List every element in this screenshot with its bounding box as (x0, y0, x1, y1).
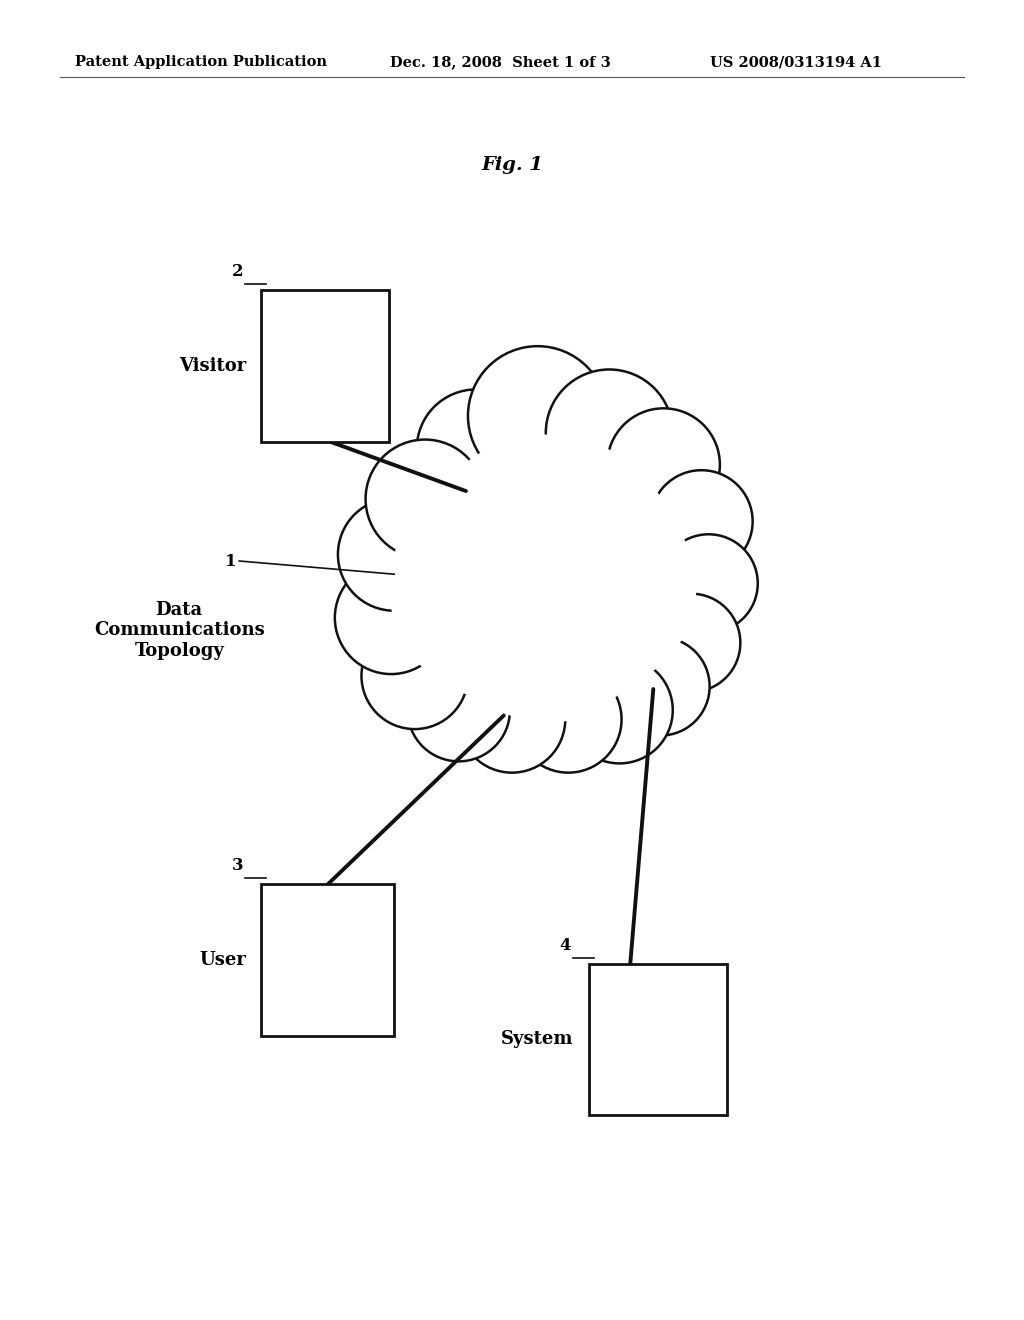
Text: Visitor: Visitor (179, 358, 246, 375)
Bar (261, 884, 394, 1036)
Text: System: System (502, 1031, 573, 1048)
Text: Data
Communications
Topology: Data Communications Topology (94, 601, 264, 660)
Circle shape (366, 440, 484, 558)
Circle shape (515, 667, 622, 772)
Circle shape (659, 535, 758, 632)
Circle shape (415, 434, 681, 701)
Text: Patent Application Publication: Patent Application Publication (75, 55, 327, 69)
Circle shape (335, 561, 447, 675)
Circle shape (492, 484, 696, 690)
Circle shape (611, 638, 710, 735)
Circle shape (650, 470, 753, 573)
Circle shape (546, 370, 673, 496)
Text: 1: 1 (225, 553, 237, 569)
Circle shape (361, 623, 468, 729)
Circle shape (417, 389, 536, 508)
Circle shape (389, 475, 614, 700)
Text: Dec. 18, 2008  Sheet 1 of 3: Dec. 18, 2008 Sheet 1 of 3 (390, 55, 610, 69)
Circle shape (468, 346, 607, 486)
Text: US 2008/0313194 A1: US 2008/0313194 A1 (710, 55, 882, 69)
Circle shape (642, 594, 740, 692)
Circle shape (408, 659, 510, 762)
Circle shape (607, 408, 720, 521)
Circle shape (459, 667, 565, 772)
Circle shape (338, 498, 451, 611)
Bar (261, 290, 389, 442)
Circle shape (445, 517, 650, 723)
Text: User: User (200, 952, 246, 969)
Circle shape (566, 657, 673, 763)
Text: 2: 2 (231, 264, 243, 280)
Text: Fig. 1: Fig. 1 (481, 156, 543, 174)
Circle shape (456, 449, 640, 634)
Bar (589, 964, 727, 1115)
Text: 3: 3 (231, 858, 243, 874)
Text: 4: 4 (559, 937, 570, 953)
